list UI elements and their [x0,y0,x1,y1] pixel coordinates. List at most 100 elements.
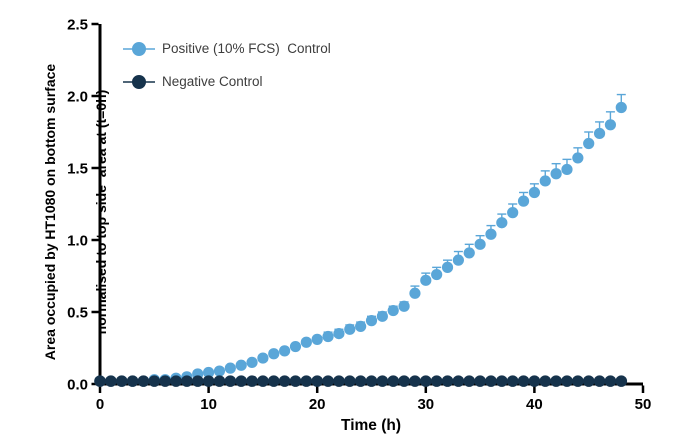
data-point-negative [148,375,161,387]
data-point-negative [94,375,106,387]
data-point-positive [474,238,486,250]
legend-item-negative: Negative Control [122,74,331,90]
data-point-negative [235,375,247,387]
data-point-positive [507,207,519,219]
positive-series-marker-icon [123,42,155,56]
data-point-negative [582,375,595,387]
data-point-positive [561,163,573,176]
data-point-negative [181,375,193,387]
data-point-negative [615,375,628,387]
data-point-negative [604,375,617,387]
data-point-negative [170,375,182,387]
data-point-positive [300,336,312,348]
data-point-positive [257,352,269,364]
data-point-negative [257,375,269,387]
data-point-positive [463,247,475,259]
data-point-negative [550,375,562,387]
data-point-negative [343,375,356,387]
data-point-negative [105,375,117,387]
legend-label-negative: Negative Control [162,74,263,89]
x-tick-label: 50 [635,396,652,413]
data-point-negative [365,375,378,387]
data-point-negative [159,375,171,387]
y-tick-label: 2.5 [67,17,88,34]
data-point-negative [561,375,573,387]
data-point-negative [452,375,465,387]
positive-error-bars [95,93,626,382]
data-point-positive [279,345,291,357]
y-axis-title-line1: Area occupied by HT1080 on bottom surfac… [42,63,58,361]
data-point-positive [235,359,247,371]
data-point-positive [398,300,410,312]
data-point-negative [333,375,345,387]
x-tick-label: 20 [309,396,326,413]
negative-series-marker-icon [123,75,155,89]
data-point-negative [398,375,410,387]
x-tick-label: 10 [200,396,217,413]
data-point-negative [267,375,280,387]
data-point-negative [430,375,443,387]
data-point-negative [322,375,334,387]
data-point-positive [528,186,541,199]
data-point-negative [463,375,476,387]
data-point-positive [213,365,226,377]
data-point-positive [246,356,258,368]
data-point-negative [474,375,486,387]
data-point-positive [355,320,367,332]
data-point-negative [420,375,432,387]
data-point-positive [604,119,617,131]
data-point-positive [387,304,399,317]
x-axis-title: Time (h) [341,417,401,434]
data-point-negative [441,375,454,387]
data-point-positive [452,254,464,266]
data-point-negative [517,375,530,387]
data-point-positive [203,366,215,379]
x-tick-label: 0 [96,396,104,413]
y-tick-label: 2.0 [67,89,88,106]
data-point-negative [137,375,150,387]
y-tick-label: 1.0 [67,233,88,250]
data-point-negative [126,375,139,387]
data-point-positive [420,274,432,286]
data-point-negative [311,375,324,387]
y-tick-label: 0.5 [67,305,88,322]
data-point-positive [583,137,595,150]
data-point-positive [593,127,606,140]
x-tick-label: 40 [526,396,543,413]
data-point-negative [354,375,367,387]
data-point-negative [191,375,204,387]
data-point-positive [344,323,356,335]
data-point-negative [246,375,258,387]
legend-item-positive: Positive (10% FCS) Control [122,41,331,57]
data-point-negative [485,375,497,387]
data-point-negative [115,375,128,387]
data-point-positive [268,348,280,360]
y-tick-label: 1.5 [67,161,88,178]
data-point-positive [376,310,388,322]
data-point-positive [485,228,497,240]
data-point-negative [506,375,519,387]
y-tick-label: 0.0 [67,377,88,394]
data-point-negative [496,375,508,387]
data-point-negative [224,375,237,387]
data-point-negative [539,375,552,387]
data-point-positive [517,195,530,207]
legend-label-positive: Positive (10% FCS) Control [162,41,331,56]
legend: Positive (10% FCS) Control Negative Cont… [122,41,331,90]
data-point-negative [528,375,541,387]
data-point-negative [387,375,400,387]
data-point-positive [311,333,323,345]
data-point-negative [300,375,313,387]
data-point-positive [224,362,236,374]
data-point-negative [593,375,606,387]
data-point-positive [539,175,551,187]
data-point-positive [409,287,421,299]
data-point-positive [496,217,508,229]
data-point-negative [202,375,215,387]
data-point-positive [441,261,454,273]
y-axis-title: Area occupied by HT1080 on bottom surfac… [8,22,109,402]
data-point-negative [376,375,389,387]
data-point-negative [289,375,302,387]
data-point-negative [409,375,421,387]
